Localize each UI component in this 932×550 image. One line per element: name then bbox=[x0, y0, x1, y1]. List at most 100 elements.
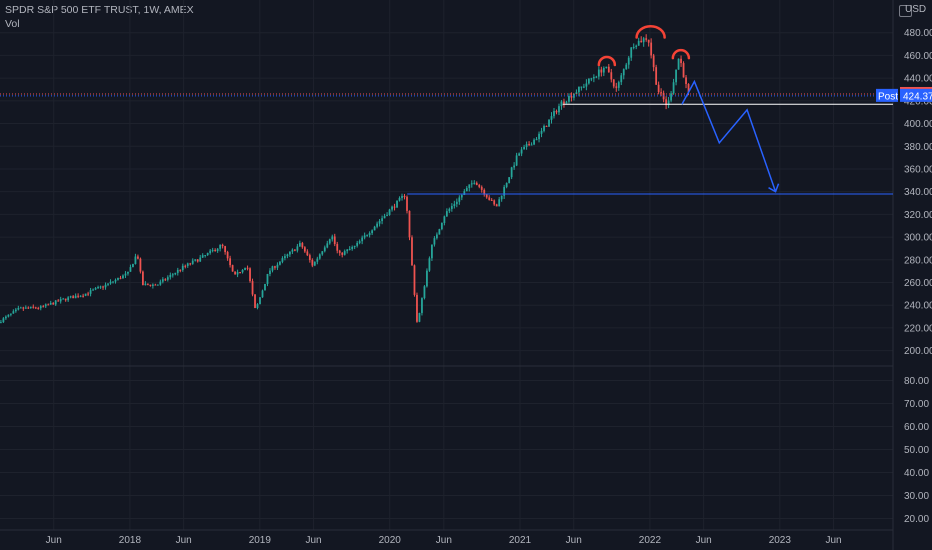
projection-arrowhead bbox=[768, 183, 780, 193]
candle-body bbox=[276, 264, 279, 268]
candle-body bbox=[47, 304, 50, 306]
candle-body bbox=[149, 284, 152, 286]
candle-body bbox=[361, 237, 364, 242]
candle-body bbox=[398, 197, 401, 201]
candle-body bbox=[74, 295, 77, 299]
candle-body bbox=[119, 277, 122, 279]
candle-body bbox=[612, 79, 615, 87]
time-tick-label: 2023 bbox=[769, 535, 792, 546]
candle-body bbox=[251, 281, 254, 295]
candle-body bbox=[348, 248, 351, 250]
candle-body bbox=[388, 209, 391, 215]
candle-body bbox=[565, 101, 568, 104]
candle-body bbox=[286, 254, 289, 257]
candle-body bbox=[94, 288, 97, 290]
candle-body bbox=[254, 294, 256, 308]
candle-body bbox=[625, 64, 628, 70]
right-shoulder-arc bbox=[671, 48, 691, 60]
candle-body bbox=[682, 63, 685, 78]
candle-body bbox=[393, 206, 396, 208]
candle-body bbox=[259, 297, 261, 305]
candle-body bbox=[578, 86, 580, 93]
candle-body bbox=[142, 271, 144, 286]
candle-body bbox=[418, 312, 421, 322]
candle-body bbox=[600, 69, 603, 73]
price-tick-label: 340.00 bbox=[904, 187, 932, 198]
candle-body bbox=[49, 303, 52, 305]
post-label: Post bbox=[878, 91, 898, 102]
candle-body bbox=[186, 263, 189, 266]
candle-body bbox=[630, 47, 633, 58]
annotations bbox=[0, 25, 893, 195]
candle-body bbox=[264, 283, 266, 291]
candle-body bbox=[445, 211, 448, 217]
candle-body bbox=[540, 130, 543, 134]
candle-body bbox=[637, 40, 640, 46]
candle-body bbox=[366, 235, 369, 237]
candle-body bbox=[563, 101, 565, 104]
candle-body bbox=[12, 311, 15, 314]
candle-body bbox=[436, 234, 438, 239]
candle-body bbox=[296, 246, 299, 251]
candle-body bbox=[84, 293, 87, 296]
candle-body bbox=[520, 149, 523, 154]
candle-body bbox=[568, 95, 570, 102]
candle-body bbox=[642, 38, 645, 43]
candle-body bbox=[174, 272, 177, 275]
candle-body bbox=[615, 86, 618, 88]
candle-body bbox=[9, 313, 12, 315]
candle-body bbox=[650, 42, 653, 56]
candle-body bbox=[331, 236, 334, 240]
candle-body bbox=[640, 40, 643, 43]
candle-body bbox=[82, 295, 85, 297]
candle-body bbox=[221, 244, 224, 247]
candle-body bbox=[231, 265, 234, 272]
candle-body bbox=[112, 281, 114, 283]
candle-body bbox=[326, 243, 329, 248]
candle-body bbox=[336, 244, 339, 251]
candle-body bbox=[401, 196, 403, 198]
candle-body bbox=[470, 183, 473, 185]
post-price-badge bbox=[900, 88, 932, 102]
candle-body bbox=[2, 318, 5, 323]
candle-body bbox=[279, 261, 281, 265]
candle-body bbox=[513, 165, 516, 168]
candle-body bbox=[92, 289, 94, 291]
candle-body bbox=[558, 106, 560, 113]
candle-body bbox=[87, 293, 89, 295]
candle-body bbox=[89, 290, 92, 294]
candle-body bbox=[129, 267, 132, 272]
currency-lock-icon[interactable] bbox=[899, 5, 912, 17]
candle-body bbox=[269, 270, 271, 275]
candle-body bbox=[660, 92, 663, 94]
candle-body bbox=[416, 294, 418, 322]
price-tick-label: 360.00 bbox=[904, 164, 932, 175]
candle-body bbox=[498, 199, 501, 207]
projection-path bbox=[681, 79, 777, 192]
candle-body bbox=[209, 250, 212, 253]
candle-body bbox=[7, 314, 10, 317]
candle-body bbox=[127, 271, 129, 274]
candle-body bbox=[468, 184, 471, 189]
candle-body bbox=[443, 216, 446, 224]
candle-body bbox=[179, 269, 182, 271]
candle-body bbox=[438, 229, 441, 235]
candle-body bbox=[655, 67, 658, 85]
currency-label[interactable]: USD bbox=[905, 4, 927, 15]
candle-body bbox=[610, 72, 613, 80]
time-tick-label: 2018 bbox=[119, 535, 142, 546]
candle-body bbox=[303, 247, 306, 252]
candle-body bbox=[62, 298, 65, 300]
price-tick-label: 460.00 bbox=[904, 51, 932, 62]
candle-body bbox=[102, 286, 104, 288]
candle-body bbox=[104, 284, 107, 288]
candle-body bbox=[181, 265, 184, 271]
candle-body bbox=[39, 306, 42, 309]
candle-body bbox=[647, 39, 650, 43]
candle-body bbox=[346, 249, 349, 252]
candle-body bbox=[371, 230, 374, 234]
candle-body bbox=[79, 295, 82, 297]
head-arc bbox=[635, 25, 666, 39]
candle-body bbox=[408, 210, 411, 238]
